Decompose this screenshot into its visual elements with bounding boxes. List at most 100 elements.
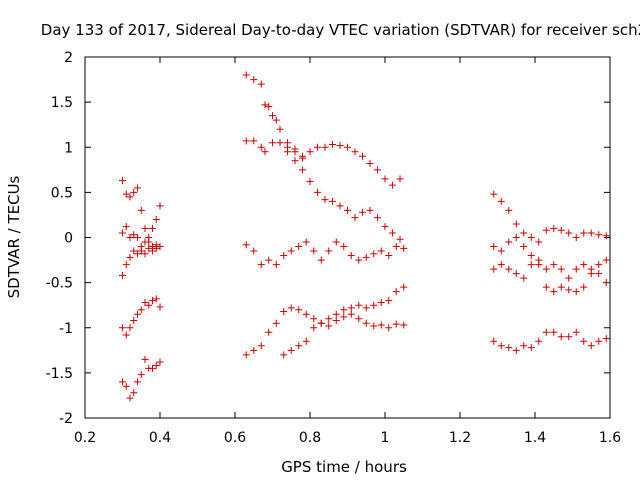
data-point: [261, 101, 269, 109]
data-point: [535, 238, 543, 246]
data-point: [317, 256, 325, 264]
data-point: [595, 337, 603, 345]
y-tick-label: -2: [59, 411, 73, 427]
data-point: [321, 143, 329, 151]
data-point: [490, 190, 498, 198]
data-point: [392, 243, 400, 251]
data-point: [366, 159, 374, 167]
data-point: [265, 256, 273, 264]
data-point: [272, 261, 280, 269]
data-point: [351, 148, 359, 156]
data-point: [250, 137, 258, 145]
data-point: [602, 256, 610, 264]
data-point: [366, 206, 374, 214]
data-point: [344, 143, 351, 151]
data-point: [119, 271, 126, 279]
data-point: [156, 303, 164, 311]
data-point: [595, 261, 603, 269]
data-point: [347, 310, 355, 318]
data-point: [565, 274, 573, 282]
data-point: [134, 378, 141, 386]
series-arc-c3: [490, 256, 610, 296]
data-point: [302, 310, 310, 318]
data-point: [355, 315, 363, 323]
series-arc-c4: [490, 328, 610, 354]
data-point: [126, 324, 134, 332]
y-tick-label: 0.5: [51, 185, 73, 201]
y-tick-label: 1: [64, 140, 73, 156]
data-point: [535, 337, 543, 345]
data-point: [359, 208, 366, 216]
data-point: [355, 301, 363, 309]
data-point: [141, 224, 149, 232]
data-point: [280, 308, 288, 316]
data-point: [340, 243, 348, 251]
data-point: [587, 342, 595, 350]
data-point: [336, 141, 344, 149]
data-point: [332, 317, 340, 325]
data-point: [396, 175, 404, 183]
data-point: [550, 261, 558, 269]
data-point: [347, 252, 355, 260]
data-point: [332, 238, 340, 246]
data-point: [329, 141, 336, 149]
data-point: [145, 234, 153, 241]
data-point: [497, 247, 505, 255]
data-point: [242, 137, 250, 145]
data-point: [284, 148, 291, 156]
data-point: [141, 355, 149, 363]
data-point: [141, 238, 149, 246]
data-point: [381, 223, 389, 231]
data-point: [505, 238, 513, 246]
data-point: [527, 261, 535, 269]
data-point: [291, 148, 299, 156]
data-point: [374, 214, 381, 222]
data-point: [152, 241, 160, 249]
x-tick-labels: 0.2 0.4 0.6 0.8 1 1.2 1.4 1.6: [74, 430, 621, 446]
series-arc-a4: [119, 295, 164, 339]
series-arc-c1: [490, 190, 610, 246]
data-point: [314, 188, 321, 196]
data-point: [340, 306, 348, 314]
data-point: [512, 346, 520, 354]
data-point: [261, 148, 269, 156]
data-point: [141, 250, 149, 258]
data-point: [400, 283, 408, 291]
data-point: [550, 328, 558, 336]
data-point: [122, 382, 130, 390]
data-point: [389, 181, 396, 189]
data-point: [287, 304, 295, 312]
data-point: [370, 250, 378, 258]
data-point: [134, 250, 141, 258]
data-point: [287, 247, 295, 255]
data-point: [572, 328, 580, 336]
data-point: [520, 274, 528, 282]
data-point: [359, 152, 366, 160]
data-point: [362, 319, 370, 327]
data-point: [587, 229, 595, 237]
data-point: [336, 202, 344, 210]
data-point: [156, 358, 164, 366]
data-point: [119, 229, 126, 237]
data-point: [370, 322, 378, 330]
data-point: [257, 143, 265, 151]
data-point: [122, 261, 130, 269]
data-point: [550, 224, 558, 232]
data-point: [565, 229, 573, 237]
data-point: [306, 148, 314, 156]
y-tick-label: -0.5: [46, 276, 73, 292]
x-tick-label: 0.4: [149, 430, 171, 446]
data-point: [295, 342, 303, 350]
data-point: [149, 364, 156, 372]
y-tick-labels: -2 -1.5 -1 -0.5 0 0.5 1 1.5 2: [46, 50, 73, 427]
data-point: [119, 324, 126, 332]
data-point: [280, 252, 288, 260]
data-point: [302, 238, 310, 246]
data-point: [557, 283, 565, 291]
data-point: [550, 288, 558, 296]
data-point: [520, 229, 528, 237]
data-point: [374, 166, 381, 174]
series-arc-b6: [280, 310, 408, 359]
data-point: [580, 229, 588, 237]
